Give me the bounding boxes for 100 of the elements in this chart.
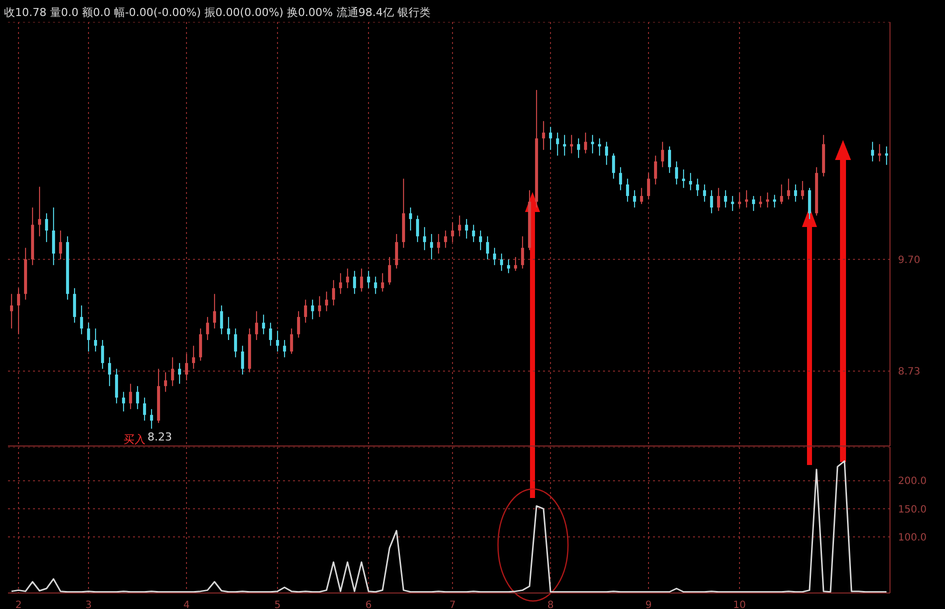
candlestick [444, 230, 448, 248]
y-tick-label: 200.0 [898, 476, 927, 488]
candlestick [227, 316, 230, 340]
candlestick [598, 138, 602, 156]
candlestick [710, 190, 714, 214]
candlestick [563, 134, 566, 156]
candlestick [472, 224, 476, 243]
candlestick [724, 190, 728, 208]
candlestick [675, 160, 678, 185]
candlestick [437, 234, 440, 254]
candlestick [752, 195, 756, 212]
candlestick [549, 126, 552, 150]
candlestick [717, 187, 720, 212]
candlestick [514, 256, 518, 272]
candlestick [374, 276, 378, 294]
candlestick [101, 340, 104, 370]
candlestick [556, 132, 560, 156]
candlestick [164, 372, 168, 392]
candlestick [178, 362, 182, 384]
candlestick [108, 356, 112, 387]
candlestick [276, 330, 280, 352]
candlestick [633, 190, 636, 208]
candlestick [668, 146, 672, 174]
candlestick [682, 168, 686, 188]
candlestick [129, 383, 132, 410]
candlestick [451, 222, 454, 243]
x-tick-label: 10 [733, 600, 746, 609]
candlestick [577, 138, 580, 158]
candlestick [493, 247, 496, 266]
x-tick-label: 6 [365, 600, 372, 609]
candlestick [521, 236, 524, 270]
candlestick [339, 272, 342, 294]
candlestick [262, 314, 266, 335]
candlestick [612, 152, 616, 180]
candlestick [367, 270, 370, 289]
candlestick [17, 288, 20, 335]
candlestick [171, 356, 174, 387]
candlestick [465, 218, 468, 240]
candlestick [360, 268, 364, 292]
annotation: 8.23 [148, 430, 172, 444]
candlestick [38, 186, 42, 237]
y-tick-label: 150.0 [898, 504, 927, 516]
x-tick-label: 8 [547, 600, 554, 609]
candlestick [626, 178, 630, 202]
candlestick [654, 155, 658, 185]
candlestick [808, 187, 812, 220]
candlestick [59, 230, 62, 260]
candlestick [220, 304, 224, 335]
candlestick [234, 328, 238, 358]
candlestick [647, 172, 650, 200]
candlestick [255, 310, 258, 340]
candlestick [87, 322, 90, 352]
x-tick-label: 9 [645, 600, 652, 609]
candlestick [500, 253, 504, 272]
line-series [10, 460, 888, 593]
candlestick [871, 141, 874, 162]
candlestick [10, 293, 14, 329]
candlestick [73, 288, 76, 324]
candlestick [703, 184, 706, 202]
candlestick [325, 291, 328, 312]
candlestick [115, 368, 118, 404]
candlestick [801, 180, 804, 200]
candlestick [332, 280, 336, 306]
candlestick [780, 184, 784, 205]
candlestick [185, 353, 188, 381]
candlestick [346, 268, 350, 289]
candlestick [269, 322, 272, 346]
candlestick [458, 215, 462, 237]
candlestick [353, 270, 356, 294]
x-tick-label: 3 [85, 600, 92, 609]
candlestick [661, 141, 664, 168]
candlestick [388, 256, 392, 286]
candlestick [381, 272, 384, 292]
y-tick-label: 8.73 [898, 366, 920, 378]
candlestick [416, 215, 420, 243]
x-tick-label: 7 [449, 600, 456, 609]
candlestick [297, 310, 300, 338]
candlestick [570, 134, 574, 154]
candlestick [689, 172, 692, 191]
candlestick [94, 328, 98, 352]
candlestick [731, 195, 734, 212]
x-tick-label: 2 [15, 600, 22, 609]
candlestick [640, 187, 644, 205]
candlestick [213, 293, 216, 329]
candlestick [283, 340, 286, 358]
candlestick [143, 397, 146, 422]
candlestick [241, 345, 244, 376]
candlestick [738, 192, 742, 208]
candlestick [199, 328, 202, 362]
candlestick [486, 236, 490, 260]
candlestick [423, 226, 426, 251]
x-tick-label: 4 [183, 600, 190, 609]
candlestick [192, 345, 196, 370]
candlestick [409, 207, 412, 232]
candlestick [794, 184, 798, 202]
candlestick [45, 212, 48, 243]
candlestick [430, 234, 434, 260]
candlestick [206, 316, 210, 340]
candlestick [605, 141, 608, 166]
candlestick [150, 408, 154, 430]
